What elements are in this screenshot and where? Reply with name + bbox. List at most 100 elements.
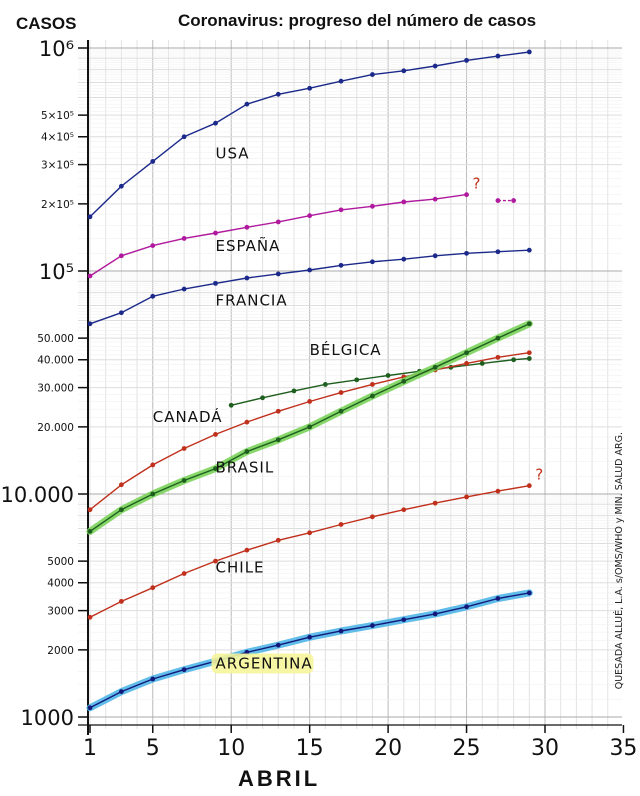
data-point bbox=[338, 207, 344, 213]
data-point bbox=[275, 537, 281, 543]
y-axis-title: CASOS bbox=[16, 14, 77, 33]
data-point bbox=[432, 611, 438, 617]
data-point bbox=[87, 214, 93, 220]
y-tick-label: 10⁶ bbox=[39, 37, 74, 61]
data-point bbox=[307, 634, 313, 640]
data-point bbox=[150, 491, 156, 497]
y-tick-label: 10⁵ bbox=[39, 260, 74, 284]
data-point bbox=[87, 705, 93, 711]
data-point bbox=[495, 198, 501, 203]
data-point bbox=[118, 183, 124, 189]
series-brasil: BRASIL bbox=[86, 320, 533, 535]
data-point bbox=[401, 507, 407, 513]
data-point bbox=[244, 449, 250, 454]
data-point bbox=[464, 604, 469, 610]
data-point bbox=[432, 364, 438, 370]
data-point bbox=[526, 49, 532, 55]
data-point bbox=[275, 437, 281, 443]
x-tick-label: 25 bbox=[453, 736, 481, 761]
series-label: USA bbox=[216, 144, 250, 162]
data-point bbox=[338, 78, 344, 84]
y-tick-label: 40.000 bbox=[37, 355, 74, 367]
data-point bbox=[244, 224, 250, 230]
data-point bbox=[526, 321, 532, 327]
data-point bbox=[526, 356, 532, 361]
series-label: ESPAÑA bbox=[216, 236, 281, 255]
y-tick-label: 5×10⁵ bbox=[41, 110, 74, 122]
series-label: BRASIL bbox=[216, 458, 275, 476]
data-point bbox=[87, 273, 93, 279]
x-tick-label: 10 bbox=[217, 736, 245, 761]
data-point bbox=[118, 689, 124, 694]
data-point bbox=[150, 159, 156, 164]
y-ticks: 10⁶ 5×10⁵ 4×10⁵ 3×10⁵ 2×10⁵ 10⁵ 50.000 40.000 30… bbox=[1, 37, 88, 730]
data-point bbox=[464, 250, 469, 256]
data-point bbox=[150, 462, 156, 468]
data-point bbox=[401, 256, 407, 262]
series-label: CANADÁ bbox=[153, 407, 223, 426]
data-point bbox=[213, 230, 218, 236]
series-francia: FRANCIA bbox=[87, 247, 532, 327]
series-label: CHILE bbox=[216, 558, 265, 576]
data-point bbox=[370, 393, 375, 399]
data-point bbox=[118, 253, 124, 259]
y-tick-label: 2000 bbox=[47, 645, 74, 657]
data-point bbox=[275, 408, 281, 414]
data-point bbox=[401, 617, 407, 623]
y-tick-label: 50.000 bbox=[37, 333, 74, 345]
data-point bbox=[385, 373, 391, 378]
data-point bbox=[464, 361, 469, 366]
data-point bbox=[338, 390, 344, 395]
data-point bbox=[432, 253, 438, 259]
data-point bbox=[370, 514, 375, 520]
series-annotation: ? bbox=[473, 175, 481, 193]
data-point bbox=[338, 262, 344, 268]
data-point bbox=[495, 596, 501, 601]
x-tick-label: 20 bbox=[374, 736, 402, 761]
data-point bbox=[275, 642, 281, 648]
data-point bbox=[370, 382, 375, 387]
y-tick-label: 3×10⁵ bbox=[41, 160, 74, 172]
data-point bbox=[322, 382, 328, 387]
y-tick-label: 4000 bbox=[47, 578, 74, 590]
series-label: BÉLGICA bbox=[310, 340, 382, 359]
x-tick-label: 5 bbox=[146, 736, 160, 761]
series-label-highlight bbox=[211, 653, 314, 674]
y-tick-label: 1000 bbox=[21, 706, 74, 730]
data-point bbox=[432, 500, 438, 506]
data-point bbox=[464, 350, 469, 356]
data-point bbox=[307, 424, 313, 430]
data-point bbox=[244, 547, 250, 553]
y-tick-label: 5000 bbox=[47, 556, 74, 568]
series-label: ARGENTINA bbox=[216, 655, 313, 673]
y-tick-label: 30.000 bbox=[37, 383, 74, 395]
data-point bbox=[401, 68, 407, 74]
data-point bbox=[87, 507, 93, 513]
data-point bbox=[87, 528, 93, 534]
data-point bbox=[432, 196, 438, 202]
data-point bbox=[495, 53, 501, 59]
data-point bbox=[213, 280, 218, 286]
data-point bbox=[260, 395, 265, 401]
data-point bbox=[213, 432, 218, 437]
data-point bbox=[181, 134, 187, 140]
data-point bbox=[464, 494, 469, 500]
data-point bbox=[244, 275, 250, 281]
y-tick-label: 4×10⁵ bbox=[41, 132, 74, 144]
source-credit: QUESADA ALLUÉ, L.A. s/OMS/WHO y MIN. SAL… bbox=[613, 432, 625, 689]
y-tick-label: 3000 bbox=[47, 606, 74, 618]
chart-title: Coronavirus: progreso del número de caso… bbox=[178, 11, 537, 30]
data-point bbox=[275, 91, 281, 97]
data-point bbox=[150, 676, 156, 682]
data-point bbox=[464, 57, 469, 63]
y-tick-label: 20.000 bbox=[37, 422, 74, 434]
data-point bbox=[150, 585, 156, 591]
x-tick-label: 1 bbox=[83, 736, 97, 761]
data-point bbox=[401, 199, 407, 205]
data-point bbox=[479, 361, 485, 366]
data-point bbox=[118, 507, 124, 513]
data-point bbox=[181, 286, 187, 292]
data-point bbox=[87, 614, 93, 620]
data-point bbox=[354, 377, 360, 383]
